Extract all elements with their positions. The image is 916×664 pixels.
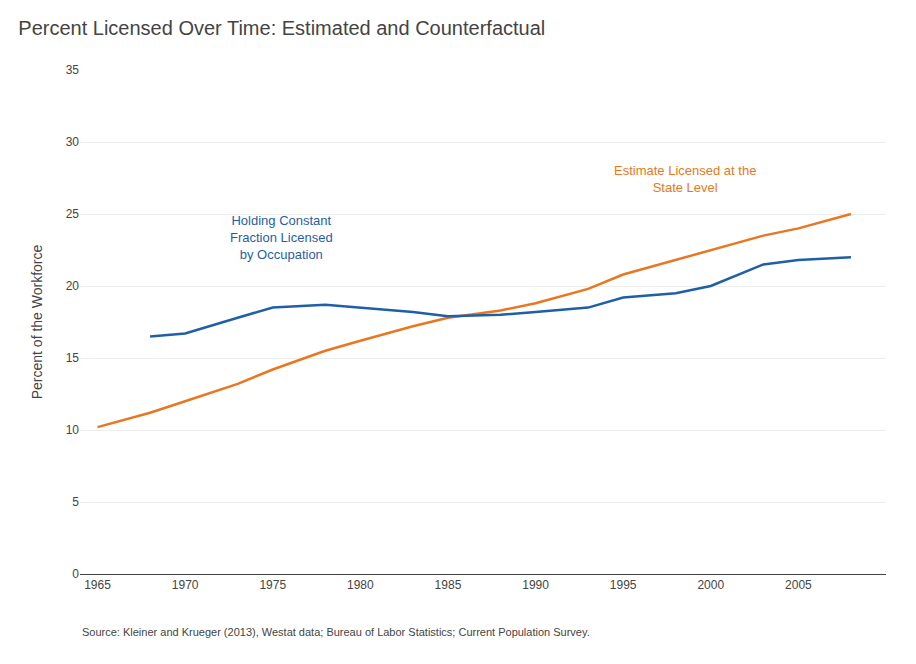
svg-text:1965: 1965 xyxy=(84,578,111,592)
svg-text:25: 25 xyxy=(66,207,80,221)
svg-text:Source: Kleiner and Krueger (2: Source: Kleiner and Krueger (2013), West… xyxy=(82,626,590,638)
svg-text:1990: 1990 xyxy=(522,578,549,592)
svg-text:Holding ConstantFraction Licen: Holding ConstantFraction Licensedby Occu… xyxy=(230,213,333,262)
svg-text:Percent Licensed Over Time: Es: Percent Licensed Over Time: Estimated an… xyxy=(18,17,545,39)
svg-text:5: 5 xyxy=(72,495,79,509)
svg-text:0: 0 xyxy=(72,567,79,581)
svg-text:1995: 1995 xyxy=(610,578,637,592)
svg-text:2005: 2005 xyxy=(785,578,812,592)
svg-text:Estimate Licensed at theState: Estimate Licensed at theState Level xyxy=(614,163,756,195)
svg-text:1970: 1970 xyxy=(172,578,199,592)
svg-text:2000: 2000 xyxy=(697,578,724,592)
svg-text:1985: 1985 xyxy=(435,578,462,592)
svg-text:1980: 1980 xyxy=(347,578,374,592)
svg-text:15: 15 xyxy=(66,351,80,365)
svg-text:1975: 1975 xyxy=(259,578,286,592)
svg-text:Percent of the Workforce: Percent of the Workforce xyxy=(29,244,45,399)
svg-text:20: 20 xyxy=(66,279,80,293)
svg-text:10: 10 xyxy=(66,423,80,437)
svg-text:35: 35 xyxy=(66,63,80,77)
svg-text:30: 30 xyxy=(66,135,80,149)
